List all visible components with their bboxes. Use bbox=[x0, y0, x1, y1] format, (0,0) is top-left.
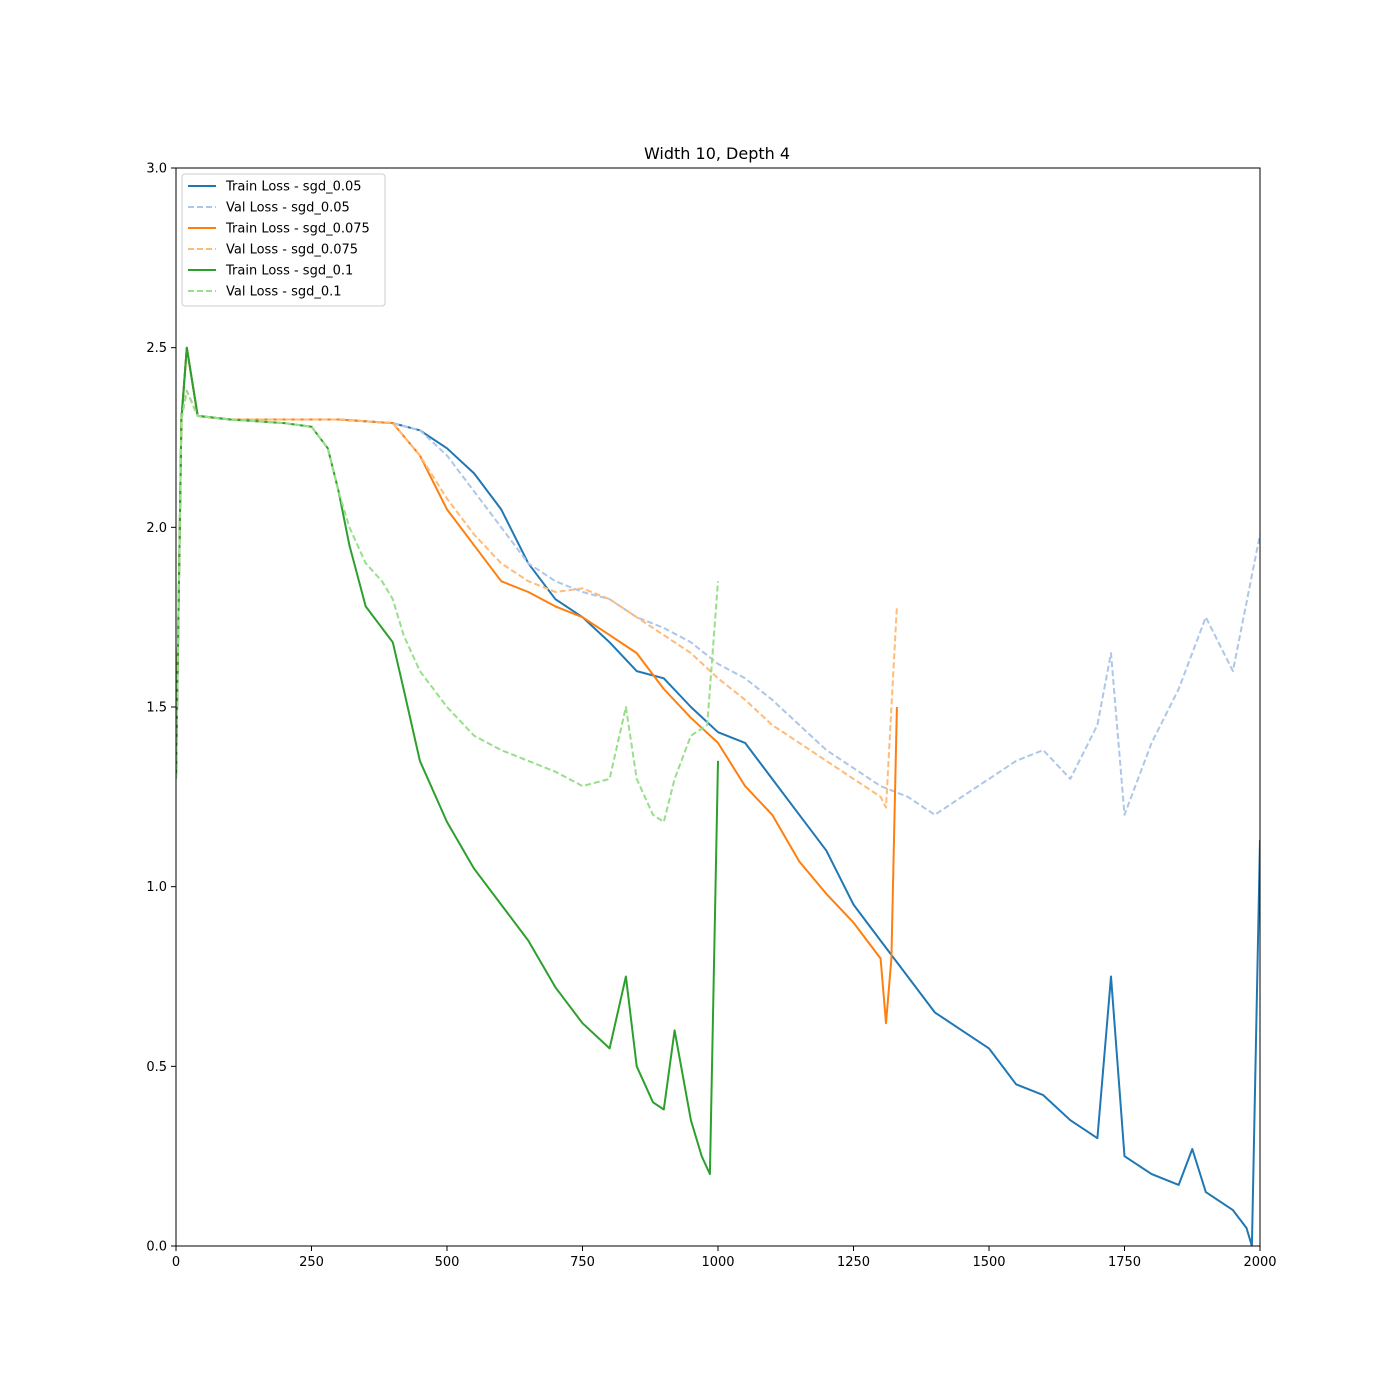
legend-entry: Val Loss - sgd_0.1 bbox=[188, 285, 342, 300]
legend-label: Val Loss - sgd_0.05 bbox=[226, 201, 350, 216]
y-tick-label: 0.5 bbox=[146, 1060, 167, 1075]
x-tick-label: 750 bbox=[570, 1255, 595, 1270]
axes-frame bbox=[175, 167, 1261, 1247]
legend-entry: Val Loss - sgd_0.075 bbox=[188, 243, 358, 258]
x-tick-label: 1750 bbox=[1108, 1255, 1141, 1270]
x-tick-label: 1000 bbox=[701, 1255, 734, 1270]
legend-entry: Train Loss - sgd_0.1 bbox=[188, 264, 353, 279]
plot-area bbox=[176, 346, 1260, 1246]
x-tick-label: 2000 bbox=[1243, 1255, 1276, 1270]
x-tick-label: 250 bbox=[299, 1255, 324, 1270]
series-line-val-loss-sgd-0-1 bbox=[176, 389, 719, 823]
y-axis: 0.0 0.5 1.0 1.5 2.0 2.5 3.0 bbox=[146, 162, 176, 1255]
y-tick-label: 3.0 bbox=[146, 162, 167, 177]
legend-label: Val Loss - sgd_0.075 bbox=[226, 243, 358, 258]
y-tick-label: 1.0 bbox=[146, 880, 167, 895]
x-tick-label: 0 bbox=[172, 1255, 180, 1270]
legend: Train Loss - sgd_0.05 Val Loss - sgd_0.05… bbox=[181, 173, 386, 307]
legend-entry: Train Loss - sgd_0.075 bbox=[188, 222, 370, 237]
y-tick-label: 1.5 bbox=[146, 701, 167, 716]
x-axis: 0 250 500 750 1000 1250 1500 1750 2000 bbox=[172, 1246, 1277, 1270]
x-tick-label: 1500 bbox=[972, 1255, 1005, 1270]
x-tick-label: 1250 bbox=[837, 1255, 870, 1270]
legend-box bbox=[181, 173, 386, 307]
series-line-val-loss-sgd-0-05 bbox=[176, 389, 1260, 816]
y-tick-label: 0.0 bbox=[146, 1240, 167, 1255]
series-line-val-loss-sgd-0-075 bbox=[176, 389, 898, 809]
series-line-train-loss-sgd-0-1 bbox=[176, 346, 719, 1176]
legend-label: Train Loss - sgd_0.1 bbox=[225, 264, 353, 279]
legend-entry: Val Loss - sgd_0.05 bbox=[188, 201, 350, 216]
legend-label: Train Loss - sgd_0.05 bbox=[225, 180, 362, 195]
legend-label: Train Loss - sgd_0.075 bbox=[225, 222, 370, 237]
legend-label: Val Loss - sgd_0.1 bbox=[226, 285, 342, 300]
series-line-train-loss-sgd-0-075 bbox=[176, 346, 898, 1025]
y-tick-label: 2.5 bbox=[146, 341, 167, 356]
chart-title: Width 10, Depth 4 bbox=[644, 144, 790, 163]
legend-entry: Train Loss - sgd_0.05 bbox=[188, 180, 362, 195]
x-tick-label: 500 bbox=[435, 1255, 460, 1270]
y-tick-label: 2.0 bbox=[146, 521, 167, 536]
